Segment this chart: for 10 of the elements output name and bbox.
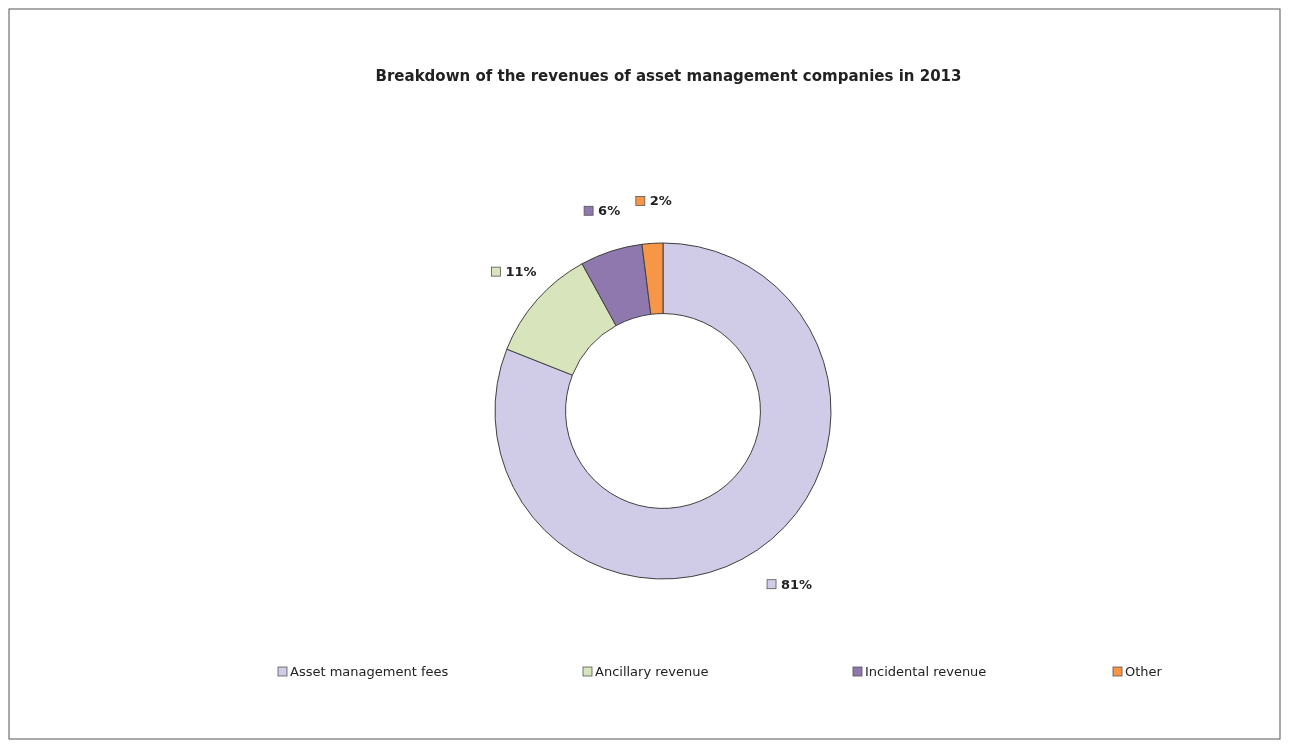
legend-label: Other	[1125, 664, 1163, 679]
data-label: 11%	[505, 264, 537, 280]
data-label: 81%	[781, 576, 813, 592]
chart-title: Breakdown of the revenues of asset management companies in 2013	[375, 67, 962, 85]
legend-label: Ancillary revenue	[595, 664, 709, 679]
legend-label: Incidental revenue	[865, 664, 987, 679]
legend-label: Asset management fees	[290, 664, 449, 679]
data-label: 6%	[598, 203, 621, 219]
data-label: 2%	[649, 193, 672, 209]
donut-slice	[494, 242, 832, 580]
